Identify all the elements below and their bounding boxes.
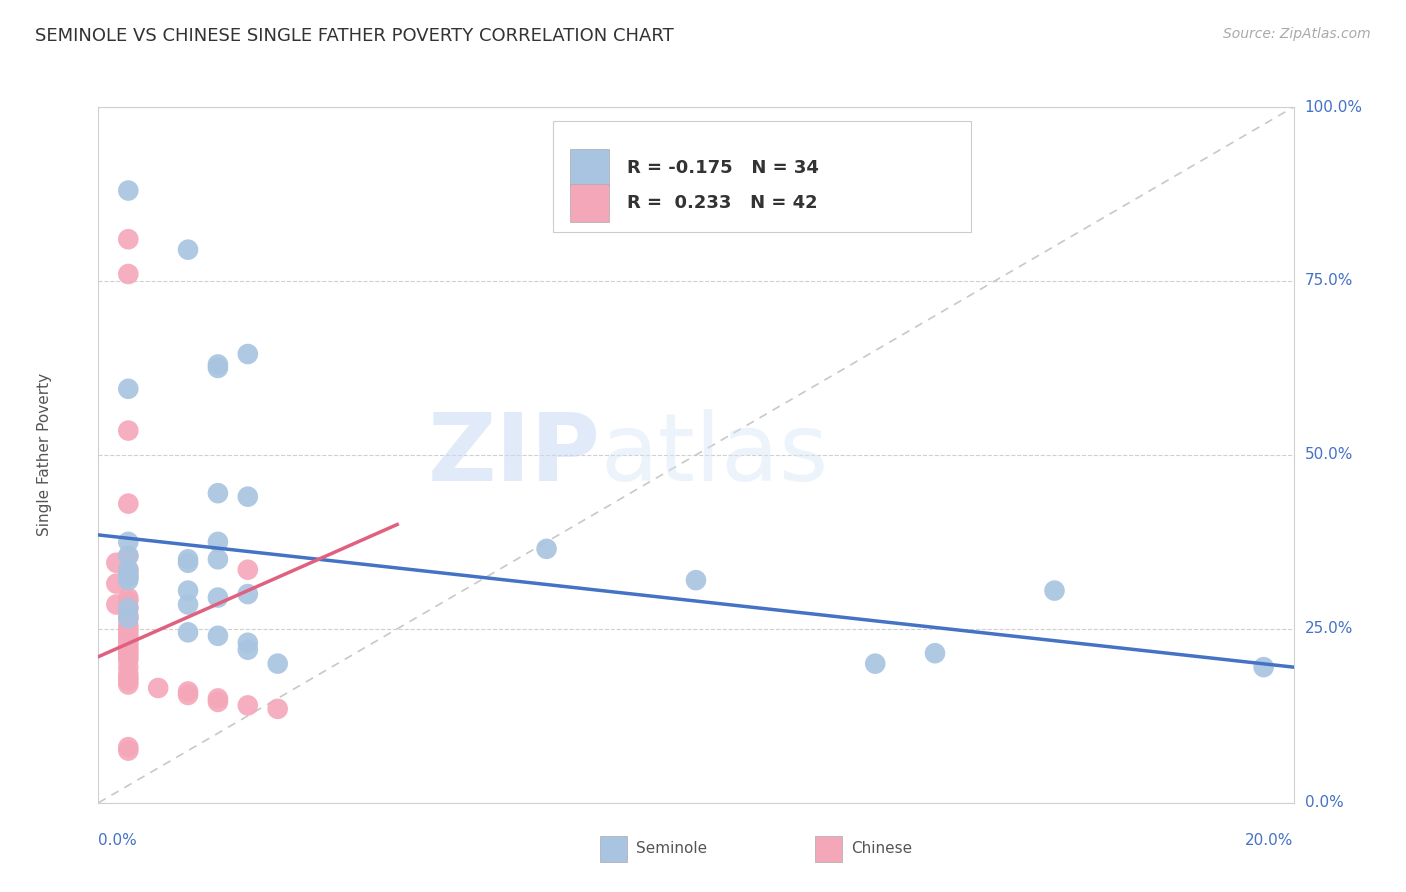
Point — [177, 684, 200, 698]
Text: 50.0%: 50.0% — [1305, 448, 1353, 462]
Point — [117, 622, 139, 636]
Point — [865, 657, 887, 671]
Point — [236, 347, 259, 361]
Point — [117, 566, 139, 581]
Text: R = -0.175   N = 34: R = -0.175 N = 34 — [627, 159, 818, 177]
Text: Chinese: Chinese — [851, 841, 912, 856]
Point — [924, 646, 946, 660]
Point — [236, 636, 259, 650]
Point — [117, 646, 139, 660]
Point — [117, 653, 139, 667]
Point — [1253, 660, 1275, 674]
Point — [177, 556, 200, 570]
Text: 0.0%: 0.0% — [1305, 796, 1343, 810]
Point — [105, 556, 128, 570]
Text: 0.0%: 0.0% — [98, 833, 138, 848]
Point — [105, 576, 128, 591]
Point — [117, 636, 139, 650]
Point — [236, 587, 259, 601]
Point — [207, 358, 229, 372]
FancyBboxPatch shape — [553, 121, 970, 232]
Point — [177, 552, 200, 566]
Point — [117, 535, 139, 549]
Point — [117, 639, 139, 653]
FancyBboxPatch shape — [571, 149, 609, 187]
Point — [267, 657, 290, 671]
Text: 75.0%: 75.0% — [1305, 274, 1353, 288]
Point — [207, 695, 229, 709]
Point — [267, 702, 290, 716]
Point — [117, 677, 139, 691]
Point — [117, 660, 139, 674]
Point — [117, 497, 139, 511]
Point — [117, 667, 139, 681]
Point — [177, 598, 200, 612]
Text: Seminole: Seminole — [636, 841, 707, 856]
Point — [117, 570, 139, 584]
Point — [117, 649, 139, 664]
Point — [236, 563, 259, 577]
Point — [207, 486, 229, 500]
Point — [117, 611, 139, 625]
Point — [117, 618, 139, 632]
Point — [117, 570, 139, 584]
Point — [685, 573, 707, 587]
Point — [536, 541, 558, 556]
Point — [207, 535, 229, 549]
FancyBboxPatch shape — [815, 836, 842, 862]
FancyBboxPatch shape — [571, 184, 609, 222]
Text: SEMINOLE VS CHINESE SINGLE FATHER POVERTY CORRELATION CHART: SEMINOLE VS CHINESE SINGLE FATHER POVERT… — [35, 27, 673, 45]
Point — [1043, 583, 1066, 598]
Point — [177, 243, 200, 257]
Point — [117, 607, 139, 622]
Point — [117, 625, 139, 640]
Point — [177, 583, 200, 598]
Point — [117, 744, 139, 758]
Point — [177, 625, 200, 640]
Point — [207, 691, 229, 706]
Point — [236, 642, 259, 657]
Point — [117, 184, 139, 198]
Point — [207, 591, 229, 605]
Point — [117, 563, 139, 577]
Text: Source: ZipAtlas.com: Source: ZipAtlas.com — [1223, 27, 1371, 41]
Point — [117, 740, 139, 755]
Point — [117, 671, 139, 685]
Point — [236, 490, 259, 504]
Point — [117, 549, 139, 563]
Point — [117, 601, 139, 615]
Text: Single Father Poverty: Single Father Poverty — [37, 374, 52, 536]
Text: 25.0%: 25.0% — [1305, 622, 1353, 636]
Text: ZIP: ZIP — [427, 409, 600, 501]
Point — [117, 424, 139, 438]
Point — [117, 629, 139, 643]
Point — [207, 552, 229, 566]
Point — [207, 360, 229, 375]
Point — [236, 698, 259, 713]
Text: R =  0.233   N = 42: R = 0.233 N = 42 — [627, 194, 817, 211]
Point — [117, 674, 139, 689]
Point — [117, 642, 139, 657]
Point — [117, 232, 139, 246]
Point — [117, 267, 139, 281]
Point — [117, 632, 139, 647]
Point — [117, 601, 139, 615]
Point — [117, 549, 139, 563]
Point — [177, 688, 200, 702]
Point — [117, 573, 139, 587]
Point — [207, 629, 229, 643]
Text: atlas: atlas — [600, 409, 828, 501]
Point — [117, 563, 139, 577]
FancyBboxPatch shape — [600, 836, 627, 862]
Point — [148, 681, 170, 695]
Point — [105, 598, 128, 612]
Text: 20.0%: 20.0% — [1246, 833, 1294, 848]
Point — [117, 382, 139, 396]
Text: 100.0%: 100.0% — [1305, 100, 1362, 114]
Point — [117, 611, 139, 625]
Point — [117, 594, 139, 608]
Point — [117, 591, 139, 605]
